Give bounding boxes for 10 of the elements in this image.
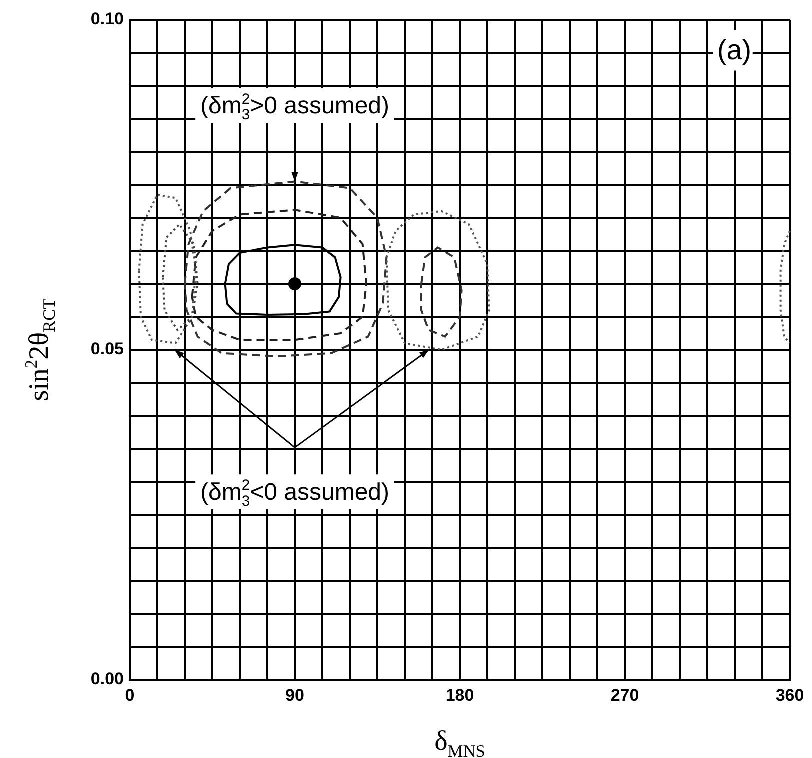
y-tick-label: 0.05 xyxy=(90,340,124,359)
y-tick-label: 0.00 xyxy=(90,670,124,689)
y-axis-title: sin22θRCT xyxy=(22,298,59,402)
x-tick-label: 0 xyxy=(125,686,135,705)
x-tick-label: 90 xyxy=(286,686,304,705)
x-tick-label: 270 xyxy=(610,686,640,705)
x-tick-label: 360 xyxy=(776,686,804,705)
annotation: (a) xyxy=(717,34,752,66)
x-tick-label: 180 xyxy=(446,686,474,705)
y-tick-label: 0.10 xyxy=(90,10,124,29)
